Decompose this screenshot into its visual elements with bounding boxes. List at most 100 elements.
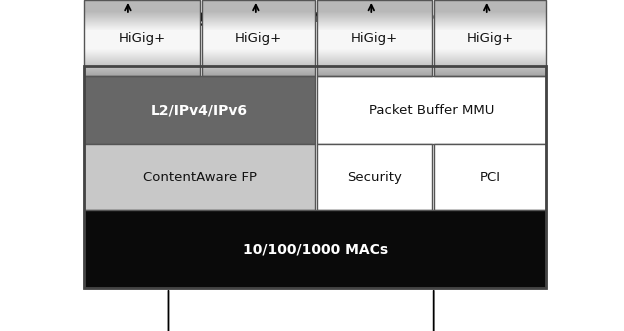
Bar	[202, 37, 315, 38]
Bar	[84, 56, 200, 57]
Bar	[317, 144, 432, 210]
Bar	[317, 57, 432, 58]
Bar	[84, 65, 200, 66]
Bar	[84, 35, 200, 36]
Bar	[434, 14, 546, 15]
Bar	[317, 73, 432, 74]
Bar	[434, 5, 546, 6]
Bar	[434, 72, 546, 73]
Bar	[317, 76, 546, 144]
Bar	[317, 75, 432, 76]
Bar	[317, 18, 432, 19]
Bar	[202, 35, 315, 36]
Bar	[202, 8, 315, 9]
Bar	[84, 23, 200, 24]
Bar	[84, 62, 200, 63]
Bar	[434, 75, 546, 76]
Bar	[202, 29, 315, 30]
Bar	[202, 4, 315, 5]
Bar	[434, 7, 546, 8]
Bar	[317, 16, 432, 17]
Bar	[84, 43, 200, 44]
Bar	[317, 45, 432, 46]
Bar	[84, 10, 200, 11]
Bar	[317, 54, 432, 55]
Bar	[202, 6, 315, 7]
Bar	[434, 18, 546, 19]
Bar	[434, 24, 546, 25]
Bar	[434, 47, 546, 48]
Bar	[317, 52, 432, 53]
Bar	[434, 51, 546, 52]
Bar	[84, 55, 200, 56]
Bar	[317, 33, 432, 34]
Bar	[317, 68, 432, 69]
Bar	[317, 63, 432, 64]
Bar	[202, 31, 315, 32]
Bar	[84, 22, 200, 23]
Bar	[434, 64, 546, 65]
Bar	[202, 58, 315, 59]
Bar	[202, 21, 315, 22]
Bar	[434, 36, 546, 37]
Bar	[84, 63, 200, 64]
Bar	[434, 70, 546, 71]
Bar	[317, 0, 432, 76]
Bar	[84, 39, 200, 40]
Bar	[84, 66, 546, 288]
Bar	[317, 43, 432, 44]
Bar	[84, 33, 200, 34]
Bar	[317, 48, 432, 49]
Bar	[434, 21, 546, 22]
Bar	[434, 69, 546, 70]
Bar	[84, 60, 200, 61]
Bar	[434, 45, 546, 46]
Bar	[84, 47, 200, 48]
Bar	[434, 55, 546, 56]
Bar	[434, 15, 546, 16]
Bar	[317, 55, 432, 56]
Bar	[317, 50, 432, 51]
Bar	[84, 2, 200, 3]
Bar	[202, 30, 315, 31]
Bar	[202, 36, 315, 37]
Bar	[202, 44, 315, 45]
Bar	[84, 15, 200, 16]
Bar	[84, 210, 546, 288]
Bar	[202, 52, 315, 53]
Bar	[202, 2, 315, 3]
Bar	[84, 5, 200, 6]
Bar	[434, 35, 546, 36]
Bar	[202, 13, 315, 14]
Text: HiGig+: HiGig+	[119, 31, 165, 45]
Bar	[202, 53, 315, 54]
Bar	[434, 29, 546, 30]
Bar	[434, 34, 546, 35]
Bar	[317, 15, 432, 16]
Bar	[84, 76, 315, 144]
Bar	[317, 24, 432, 25]
Bar	[434, 27, 546, 28]
Bar	[434, 4, 546, 5]
Bar	[434, 58, 546, 59]
Text: Security: Security	[348, 170, 402, 184]
Bar	[202, 51, 315, 52]
Bar	[202, 25, 315, 26]
Bar	[317, 62, 432, 63]
Bar	[202, 72, 315, 73]
Bar	[434, 53, 546, 54]
Bar	[317, 14, 432, 15]
Bar	[317, 47, 432, 48]
Bar	[202, 74, 315, 75]
Bar	[84, 13, 200, 14]
Bar	[84, 34, 200, 35]
Bar	[317, 31, 432, 32]
Bar	[434, 54, 546, 55]
Bar	[84, 64, 200, 65]
Bar	[434, 17, 546, 18]
Bar	[317, 10, 432, 11]
Bar	[434, 60, 546, 61]
Text: PCI: PCI	[480, 170, 500, 184]
Bar	[317, 69, 432, 70]
Bar	[317, 6, 432, 7]
